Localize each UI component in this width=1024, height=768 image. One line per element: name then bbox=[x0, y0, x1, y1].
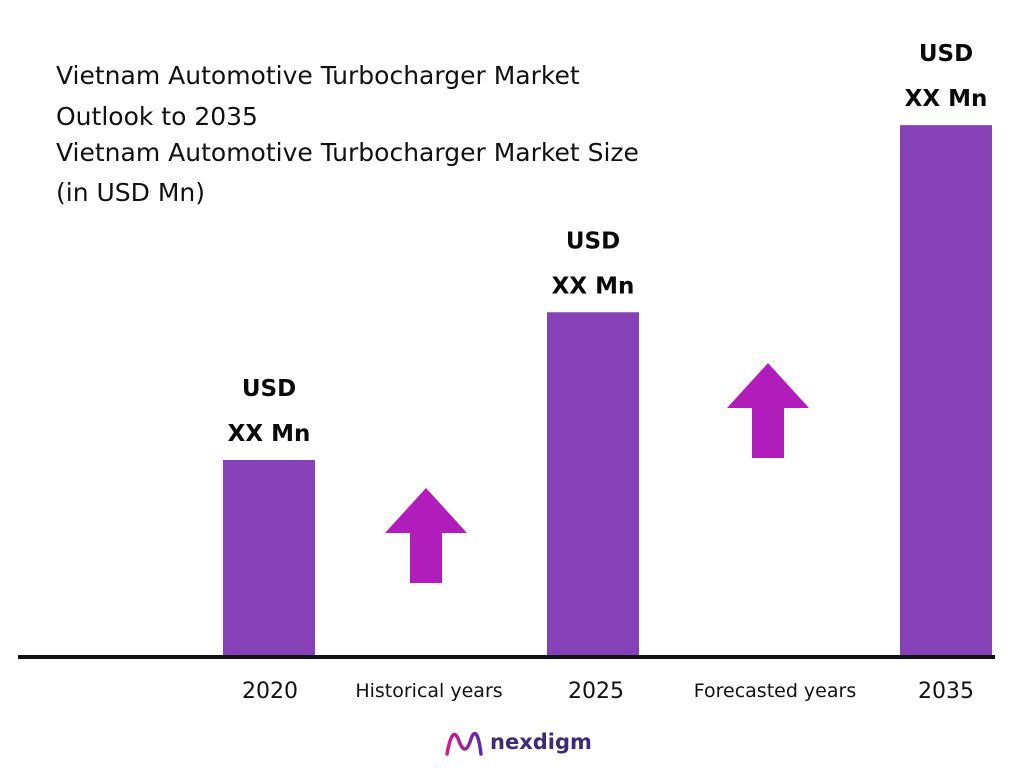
value-label-2020-line-1: USD bbox=[242, 376, 296, 402]
value-label-2020-line-2: XX Mn bbox=[228, 421, 311, 447]
x-tick-label-2025: 2025 bbox=[568, 679, 624, 704]
bars-group bbox=[223, 125, 992, 658]
brand-name: nexdigm bbox=[490, 730, 592, 754]
chart-title-line-2: Outlook to 2035 bbox=[56, 102, 258, 131]
nexdigm-logo: nexdigm bbox=[444, 722, 592, 762]
bar-2020 bbox=[223, 460, 315, 657]
growth-arrow-1-icon bbox=[385, 488, 467, 583]
chart-subtitle-line-2: (in USD Mn) bbox=[56, 178, 206, 207]
value-label-2025-line-2: XX Mn bbox=[552, 273, 635, 299]
bar-2025 bbox=[547, 312, 639, 657]
bar-2035 bbox=[900, 125, 992, 658]
period-label-1: Historical years bbox=[355, 680, 502, 702]
bar-chart: USD XX Mn 2020 USD XX Mn 2025 USD XX Mn 2035 Hist… bbox=[18, 41, 995, 704]
chart-subtitle-line-1: Vietnam Automotive Turbocharger Market S… bbox=[56, 138, 639, 167]
value-label-2035-line-2: XX Mn bbox=[905, 86, 988, 112]
labels-group: USD XX Mn 2020 USD XX Mn 2025 USD XX Mn 2035 Hist… bbox=[228, 41, 988, 704]
x-tick-label-2035: 2035 bbox=[918, 679, 974, 704]
value-label-2035-line-1: USD bbox=[919, 41, 973, 67]
chart-title-line-1: Vietnam Automotive Turbocharger Market bbox=[56, 61, 580, 90]
nexdigm-logo-icon bbox=[445, 731, 483, 756]
growth-arrows-group bbox=[385, 363, 809, 583]
growth-arrow-2-icon bbox=[727, 363, 809, 458]
value-label-2025-line-1: USD bbox=[566, 228, 620, 254]
x-tick-label-2020: 2020 bbox=[242, 679, 298, 704]
period-label-2: Forecasted years bbox=[694, 680, 856, 702]
